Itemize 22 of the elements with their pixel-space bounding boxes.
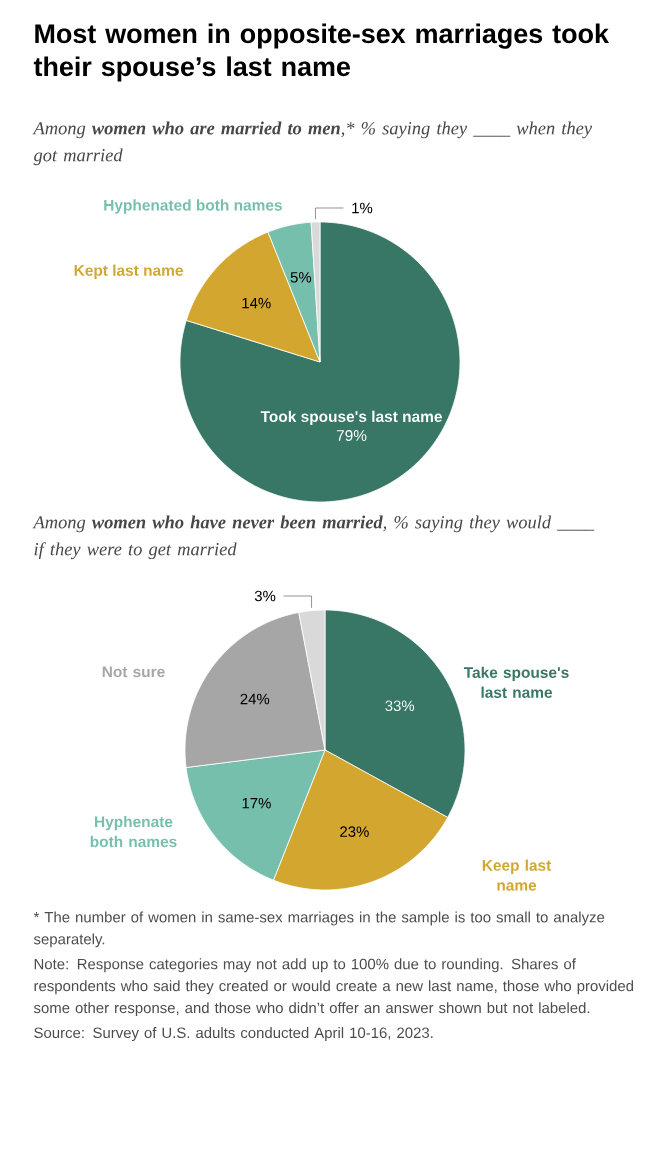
text: Among women who are married to men,* % saying they ____ when they got married bbox=[32, 121, 593, 166]
data-label: 33% bbox=[385, 700, 415, 712]
data-label: 24% bbox=[240, 693, 270, 705]
text: Among women who have never been married, % saying they would ____ if they were to get married bbox=[32, 515, 595, 560]
data-label: 79% bbox=[336, 430, 367, 441]
data-label: 5% bbox=[290, 272, 312, 283]
data-label: 17% bbox=[242, 797, 271, 809]
data-label: 3% bbox=[254, 590, 276, 602]
slice-label: Hyphenate both names bbox=[90, 815, 177, 848]
text: * The number of women in same-sex marriages in the sample is too small to analyze separately. bbox=[33, 911, 605, 948]
data-label: 1% bbox=[352, 202, 373, 214]
slice-label: Kept last name bbox=[74, 264, 183, 279]
slice-label: Keep last name bbox=[482, 859, 552, 891]
data-label: 14% bbox=[242, 297, 271, 309]
slice-label: Took spouse's last name bbox=[260, 410, 442, 426]
source-note: Source: Survey of U.S. adults conducted April 10-16, 2023. bbox=[34, 1027, 433, 1042]
slice-label: Not sure bbox=[102, 666, 165, 678]
slice-label: Hyphenated both names bbox=[104, 199, 282, 214]
chart-title: Most women in opposite-sex marriages took their spouse’s last name bbox=[33, 23, 609, 82]
slice-label: Take spouse's last name bbox=[463, 666, 569, 698]
text: Note: Response categories may not add up to 100% due to rounding. Shares of respondents who said they created or would create a new last name, those who provided some other response, and those who didn’t offer an answer shown but not labeled. bbox=[33, 958, 634, 1017]
data-label: 23% bbox=[340, 826, 369, 837]
